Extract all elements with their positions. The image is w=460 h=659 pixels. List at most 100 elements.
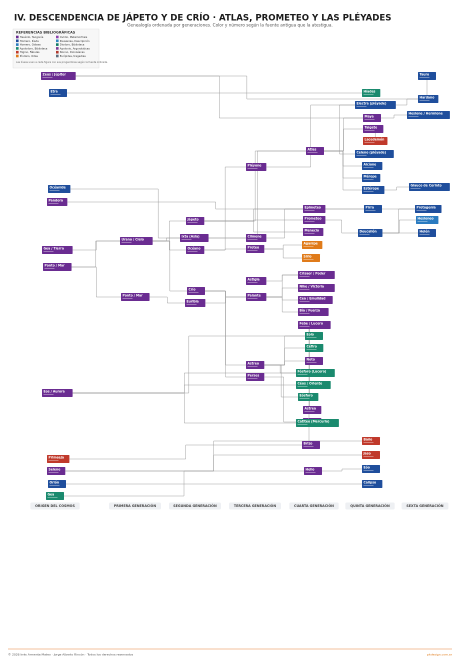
node-label: Celeno (pléyade) (357, 151, 387, 155)
column-chip (289, 502, 339, 510)
connector (205, 296, 246, 304)
node-box (362, 89, 381, 97)
node-detail (49, 485, 60, 486)
connector (205, 290, 246, 378)
node-box (362, 437, 380, 445)
node-detail (297, 424, 308, 425)
node-detail (247, 239, 258, 240)
node-detail (359, 234, 370, 235)
connector (264, 376, 303, 423)
node-detail (188, 292, 199, 293)
node-box (246, 277, 267, 285)
node-detail (299, 398, 310, 399)
node-box (47, 198, 68, 206)
node-detail (303, 259, 314, 260)
connector (264, 360, 305, 366)
node-detail (410, 188, 421, 189)
node-label: Ponto / Mar (123, 294, 144, 298)
connector (266, 296, 298, 313)
connector (266, 287, 298, 298)
node-detail (304, 210, 315, 211)
node-label: Alcíone (364, 163, 377, 167)
connector (264, 364, 298, 398)
node-box (298, 308, 329, 316)
node-label: Brizo (304, 442, 313, 446)
legend-note: Las líneas unen a cada figura con sus pr… (16, 61, 108, 64)
node-label: Ponto / Mar (45, 264, 66, 268)
node-label: Mérope (364, 175, 377, 179)
node-detail (419, 100, 430, 101)
node-label: Crisaor / Poder (300, 272, 326, 276)
node-label: Astreo (248, 362, 259, 366)
node-box (407, 111, 450, 119)
legend-swatch (16, 47, 19, 50)
node-label: Palante (248, 294, 261, 298)
node-box (48, 185, 71, 193)
node-label: Eóo (364, 466, 370, 470)
connector (324, 128, 363, 152)
connector (266, 274, 298, 282)
connector (264, 248, 302, 259)
node-detail (299, 313, 310, 314)
node-label: Orión (50, 481, 60, 485)
node-detail (49, 190, 60, 191)
node-box (42, 246, 73, 254)
node-box (186, 217, 205, 225)
node-detail (306, 337, 317, 338)
connector (72, 240, 120, 251)
column-label: QUINTA GENERACIÓN (350, 503, 390, 508)
connector (324, 150, 362, 191)
legend-swatch (56, 54, 59, 58)
connector (75, 75, 363, 119)
legend-swatch (56, 43, 59, 46)
node-box (298, 321, 331, 329)
node-detail (416, 210, 427, 211)
legend-swatch (16, 35, 19, 39)
node-label: Baño (364, 438, 373, 442)
node-label: Hesioneo (418, 217, 434, 221)
column-chip (229, 502, 281, 510)
column-label: TERCERA GENERACIÓN (234, 503, 276, 508)
legend-swatch (56, 39, 59, 43)
node-label: Helio (306, 468, 315, 472)
node-label: Océano (188, 247, 201, 251)
connector (72, 335, 305, 394)
node-detail (297, 374, 308, 375)
legend-label: Higino, Fábulas (20, 50, 40, 54)
connector (204, 166, 246, 251)
node-detail (303, 446, 314, 447)
node-detail (419, 234, 430, 235)
node-box (46, 492, 64, 500)
node-label: Helén (420, 230, 430, 234)
legend-title: REFERENCIAS BIBLIOGRÁFICAS (16, 30, 76, 35)
node-detail (364, 142, 375, 143)
connector (381, 114, 407, 119)
connector (71, 266, 121, 298)
connectors (64, 75, 436, 497)
node-label: Epimeteo (305, 206, 321, 210)
node-label: Hardano (420, 96, 435, 100)
node-box (298, 284, 335, 292)
legend-label: Apolodoro, Biblioteca (20, 46, 48, 50)
column-chip (401, 502, 449, 510)
column-label: CUARTA GENERACIÓN (294, 503, 334, 508)
node-box (246, 373, 265, 381)
column-chip (345, 502, 395, 510)
node-box (362, 186, 385, 194)
node-detail (417, 221, 428, 222)
node-detail (43, 251, 54, 252)
node-detail (47, 497, 58, 498)
node-label: Astigia (248, 278, 260, 282)
node-detail (44, 268, 55, 269)
node-detail (364, 119, 375, 120)
connector (67, 201, 364, 210)
connector (322, 468, 362, 472)
node-detail (304, 221, 315, 222)
connector (266, 208, 303, 239)
node-detail (247, 282, 258, 283)
footer-site: pkdesign.com.ar (427, 653, 453, 657)
node-detail (299, 326, 310, 327)
column-label: ORIGEN DEL COSMOS (35, 504, 75, 508)
node-box (296, 381, 331, 389)
node-label: Gea (48, 493, 55, 497)
